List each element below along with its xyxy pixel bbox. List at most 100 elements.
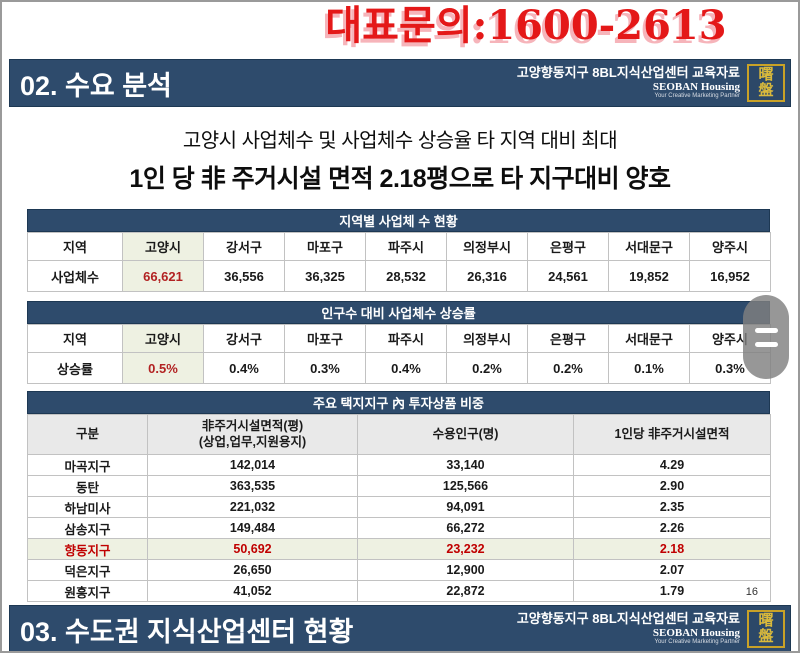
population: 33,140 xyxy=(357,454,574,476)
table3-title: 주요 택지지구 內 투자상품 비중 xyxy=(27,391,770,414)
table1-header-cell: 의정부시 xyxy=(446,232,528,261)
table2-value: 0.4% xyxy=(203,352,285,384)
district-name: 삼송지구 xyxy=(27,517,148,539)
table1-row-label: 사업체수 xyxy=(27,260,123,292)
table1-value: 26,316 xyxy=(446,260,528,292)
table1-value: 36,556 xyxy=(203,260,285,292)
section-footer-bar: 03. 수도권 지식산업센터 현황 고양향동지구 8BL지식산업센터 교육자료 … xyxy=(9,605,791,651)
district-name: 원흥지구 xyxy=(27,580,148,602)
table2-data-row: 상승률 0.5% 0.4% 0.3% 0.4% 0.2% 0.2% 0.1% 0… xyxy=(27,352,771,384)
credit-block: 고양향동지구 8BL지식산업센터 교육자료 SEOBAN Housing You… xyxy=(516,610,741,646)
table1-value: 36,325 xyxy=(284,260,366,292)
headline-line1: 고양시 사업체수 및 사업체수 상승율 타 지역 대비 최대 xyxy=(182,130,618,152)
table1-header-cell: 양주시 xyxy=(689,232,771,261)
next-section-title: 03. 수도권 지식산업센터 현황 xyxy=(20,616,354,647)
table2-value: 0.4% xyxy=(365,352,447,384)
table3-row-hyangdong-highlighted: 향동지구 50,692 23,232 2.18 xyxy=(27,538,771,560)
logo-char-top: 曙 xyxy=(758,66,774,83)
drag-handle-line-icon xyxy=(754,341,778,347)
table2-header-cell: 의정부시 xyxy=(446,324,528,353)
table3-row-magok: 마곡지구 142,014 33,140 4.29 xyxy=(27,454,771,476)
credit-line: 고양향동지구 8BL지식산업센터 교육자료 xyxy=(516,64,740,80)
table3-row-deokeun: 덕은지구 26,650 12,900 2.07 xyxy=(27,559,771,581)
table2-value: 0.2% xyxy=(527,352,609,384)
population: 125,566 xyxy=(357,475,574,497)
table2-value: 0.2% xyxy=(446,352,528,384)
table2-header-cell: 고양시 xyxy=(122,324,204,353)
nonresidential-area: 26,650 xyxy=(147,559,358,581)
area-per-person: 2.35 xyxy=(573,496,771,518)
table1-value: 28,532 xyxy=(365,260,447,292)
floating-drag-handle[interactable] xyxy=(743,295,789,379)
table3-header-cell: 1인당 非주거시설면적 xyxy=(573,414,771,455)
nonresidential-area: 50,692 xyxy=(147,538,358,560)
table3-row-wonheung: 원흥지구 41,052 22,872 1.79 xyxy=(27,580,771,602)
credit-line: 고양향동지구 8BL지식산업센터 교육자료 xyxy=(516,610,740,626)
population: 12,900 xyxy=(357,559,574,581)
drag-handle-line-icon xyxy=(754,327,778,333)
area-per-person: 2.07 xyxy=(573,559,771,581)
nonresidential-area: 221,032 xyxy=(147,496,358,518)
area-per-person: 2.18 xyxy=(573,538,771,560)
table1-header-cell: 지역 xyxy=(27,232,123,261)
table3-row-hanammisa: 하남미사 221,032 94,091 2.35 xyxy=(27,496,771,518)
contact-banner: 대표문의:1600-2613 xyxy=(325,2,727,49)
table1-value: 19,852 xyxy=(608,260,690,292)
nonresidential-area: 142,014 xyxy=(147,454,358,476)
district-name: 향동지구 xyxy=(27,538,148,560)
population: 22,872 xyxy=(357,580,574,602)
district-name: 덕은지구 xyxy=(27,559,148,581)
area-per-person: 4.29 xyxy=(573,454,771,476)
brand-tagline: Your Creative Marketing Partner xyxy=(654,639,741,646)
table2-value: 0.3% xyxy=(284,352,366,384)
area-per-person: 1.79 xyxy=(573,580,771,602)
table1-header-cell: 마포구 xyxy=(284,232,366,261)
seoban-logo-icon: 曙 盤 xyxy=(747,610,785,648)
table1-data-row: 사업체수 66,621 36,556 36,325 28,532 26,316 … xyxy=(27,260,771,292)
population: 94,091 xyxy=(357,496,574,518)
table2-header-cell: 강서구 xyxy=(203,324,285,353)
table3-row-samsong: 삼송지구 149,484 66,272 2.26 xyxy=(27,517,771,539)
table3-header-cell: 수용인구(명) xyxy=(357,414,574,455)
table-district-comparison: 주요 택지지구 內 투자상품 비중 구분 非주거시설면적(평) (상업,업무,지… xyxy=(27,391,771,602)
table1-value-goyang: 66,621 xyxy=(122,260,204,292)
table-business-count: 지역별 사업체 수 현황 지역 고양시 강서구 마포구 파주시 의정부시 은평구… xyxy=(27,209,771,292)
table3: 구분 非주거시설면적(평) (상업,업무,지원용지) 수용인구(명) 1인당 非… xyxy=(27,414,771,602)
logo-char-bottom: 盤 xyxy=(758,628,774,645)
district-name: 동탄 xyxy=(27,475,148,497)
population: 66,272 xyxy=(357,517,574,539)
table1-header-cell: 은평구 xyxy=(527,232,609,261)
table3-header-row: 구분 非주거시설면적(평) (상업,업무,지원용지) 수용인구(명) 1인당 非… xyxy=(27,414,771,455)
district-name: 하남미사 xyxy=(27,496,148,518)
table3-header-cell: 구분 xyxy=(27,414,148,455)
headline-line2: 1인 당 非 주거시설 면적 2.18평으로 타 지구대비 양호 xyxy=(129,165,671,193)
headline-block: 고양시 사업체수 및 사업체수 상승율 타 지역 대비 최대 1인 당 非 주거… xyxy=(2,124,798,195)
table1-header-row: 지역 고양시 강서구 마포구 파주시 의정부시 은평구 서대문구 양주시 xyxy=(27,232,771,261)
table1-header-cell: 고양시 xyxy=(122,232,204,261)
brand-name: SEOBAN Housing xyxy=(652,626,740,639)
table2-header-row: 지역 고양시 강서구 마포구 파주시 의정부시 은평구 서대문구 양주시 xyxy=(27,324,771,353)
table3-row-dongtan: 동탄 363,535 125,566 2.90 xyxy=(27,475,771,497)
table2-value-goyang: 0.5% xyxy=(122,352,204,384)
seoban-logo-icon: 曙 盤 xyxy=(747,64,785,102)
table2-header-cell: 서대문구 xyxy=(608,324,690,353)
table2-header-cell: 마포구 xyxy=(284,324,366,353)
section-header-bar: 02. 수요 분석 고양향동지구 8BL지식산업센터 교육자료 SEOBAN H… xyxy=(9,59,791,107)
credit-block: 고양향동지구 8BL지식산업센터 교육자료 SEOBAN Housing You… xyxy=(516,64,740,100)
table1-title: 지역별 사업체 수 현황 xyxy=(27,209,770,232)
table2-header-cell: 파주시 xyxy=(365,324,447,353)
nonresidential-area: 41,052 xyxy=(147,580,358,602)
nonresidential-area: 149,484 xyxy=(147,517,358,539)
table-growth-rate: 인구수 대비 사업체수 상승률 지역 고양시 강서구 마포구 파주시 의정부시 … xyxy=(27,301,771,384)
area-per-person: 2.90 xyxy=(573,475,771,497)
table1-header-cell: 강서구 xyxy=(203,232,285,261)
population: 23,232 xyxy=(357,538,574,560)
table1-value: 16,952 xyxy=(689,260,771,292)
table2-value: 0.1% xyxy=(608,352,690,384)
table1-header-cell: 서대문구 xyxy=(608,232,690,261)
table2-header-cell: 지역 xyxy=(27,324,123,353)
logo-char-top: 曙 xyxy=(758,612,774,629)
nonresidential-area: 363,535 xyxy=(147,475,358,497)
section-title: 02. 수요 분석 xyxy=(20,70,172,101)
